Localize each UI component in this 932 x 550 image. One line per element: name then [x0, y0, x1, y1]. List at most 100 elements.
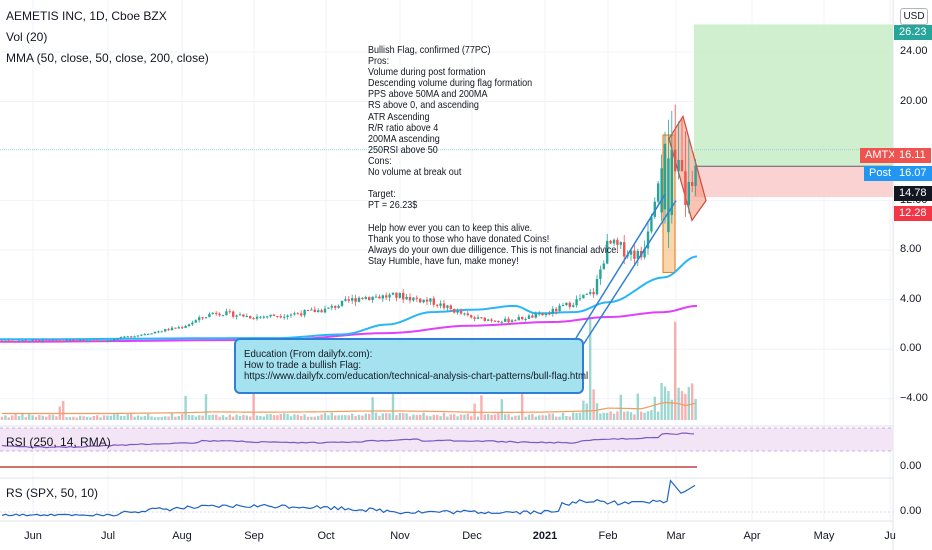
post-price-tag: 16.07: [894, 166, 932, 181]
candle-body: [500, 321, 503, 323]
candle-body: [391, 292, 395, 295]
volume-bar: [106, 415, 109, 420]
candle-body: [11, 340, 14, 342]
volume-bar: [232, 416, 235, 420]
volume-bar: [242, 414, 245, 420]
note-line: Cons:: [368, 154, 392, 167]
volume-bar: [412, 414, 415, 420]
candle-body: [82, 339, 85, 341]
trade-note[interactable]: Bullish Flag, confirmed (77PC) Pros: Vol…: [368, 44, 619, 267]
volume-bar: [453, 414, 456, 420]
volume-bar: [599, 413, 602, 420]
volume-legend[interactable]: Vol (20): [6, 30, 48, 44]
candle-body: [48, 339, 51, 341]
target-zone[interactable]: [694, 24, 893, 167]
candle-body: [667, 158, 670, 233]
candle-body: [374, 296, 378, 298]
candle-body: [167, 329, 170, 331]
volume-bar: [160, 416, 163, 420]
volume-bar: [340, 415, 344, 420]
price-tick-label: 20.00: [900, 94, 928, 107]
candle-body: [184, 326, 187, 328]
time-tick-label: Ju: [884, 530, 896, 542]
volume-bar: [623, 411, 626, 420]
volume-bar: [320, 414, 323, 420]
candle-body: [313, 309, 316, 313]
candle-body: [354, 298, 357, 302]
volume-bar: [34, 416, 38, 420]
candle-body: [38, 340, 41, 342]
callout-link[interactable]: https://www.dailyfx.com/education/techni…: [244, 370, 589, 382]
rsi-line[interactable]: [1, 432, 695, 449]
candle-body: [650, 216, 653, 232]
rs-line[interactable]: [1, 479, 696, 517]
candle-body: [425, 299, 429, 302]
candle-body: [235, 315, 238, 317]
volume-bar: [670, 399, 673, 420]
candle-body: [453, 308, 456, 313]
volume-bar: [680, 391, 684, 420]
candle-body: [153, 331, 157, 334]
volume-bar: [568, 416, 571, 420]
candle-body: [415, 297, 418, 299]
candle-body: [402, 292, 405, 300]
candle-body: [252, 318, 255, 320]
note-line: Pros:: [368, 55, 390, 68]
time-tick-label: May: [813, 530, 835, 542]
volume-bar: [626, 411, 629, 420]
candle-body: [371, 296, 374, 301]
ma50-line[interactable]: [0, 255, 698, 341]
volume-bar: [116, 414, 119, 420]
currency-button[interactable]: USD: [900, 8, 928, 25]
volume-bar: [361, 415, 364, 420]
candle-body: [320, 310, 323, 313]
volume-bar: [85, 417, 89, 420]
volume-bar: [177, 415, 180, 420]
volume-bar: [364, 413, 367, 420]
volume-bar: [126, 414, 129, 420]
volume-bar: [153, 417, 157, 420]
candle-body: [286, 315, 289, 317]
volume-bar: [65, 417, 68, 420]
candle-body: [589, 292, 592, 294]
chart-title[interactable]: AEMETIS INC, 1D, Cboe BZX: [6, 9, 167, 23]
price-tick-label: 24.00: [900, 45, 928, 57]
note-line: [368, 178, 557, 189]
candle-body: [449, 305, 452, 309]
volume-bar: [436, 414, 439, 420]
volume-bar: [354, 415, 357, 420]
volume-bar: [425, 415, 429, 420]
mma-legend[interactable]: MMA (50, close, 50, close, 200, close): [6, 51, 209, 65]
candle-body: [657, 183, 660, 202]
candle-body: [456, 310, 459, 313]
volume-bar: [657, 411, 660, 420]
candle-body: [470, 315, 473, 318]
volume-bar: [493, 414, 497, 420]
rsi-legend[interactable]: RSI (250, 14, RMA): [6, 435, 111, 449]
volume-bar: [422, 412, 425, 420]
candle-body: [191, 322, 194, 325]
candle-body: [208, 313, 211, 318]
education-callout[interactable]: Education (From dailyfx.com): How to tra…: [234, 338, 589, 394]
rs-legend[interactable]: RS (SPX, 50, 10): [6, 486, 99, 500]
price-tick-label: 0.00: [900, 342, 922, 355]
volume-bar: [228, 414, 231, 420]
note-line: RS above 0, and ascending: [368, 99, 479, 112]
volume-bar: [684, 393, 687, 420]
target-price-tag: 26.23: [894, 25, 932, 40]
volume-bar: [337, 415, 340, 420]
volume-bar: [371, 397, 374, 420]
candle-body: [41, 339, 44, 342]
volume-bar: [674, 321, 677, 420]
candle-body: [113, 339, 116, 341]
volume-bar: [136, 415, 140, 420]
candle-body: [259, 316, 262, 318]
candle-body: [432, 298, 435, 305]
candle-body: [677, 159, 680, 172]
volume-bar: [653, 396, 656, 420]
candle-body: [551, 308, 554, 314]
volume-bar: [589, 318, 592, 420]
candle-body: [99, 340, 102, 342]
stop-zone[interactable]: [694, 166, 893, 198]
